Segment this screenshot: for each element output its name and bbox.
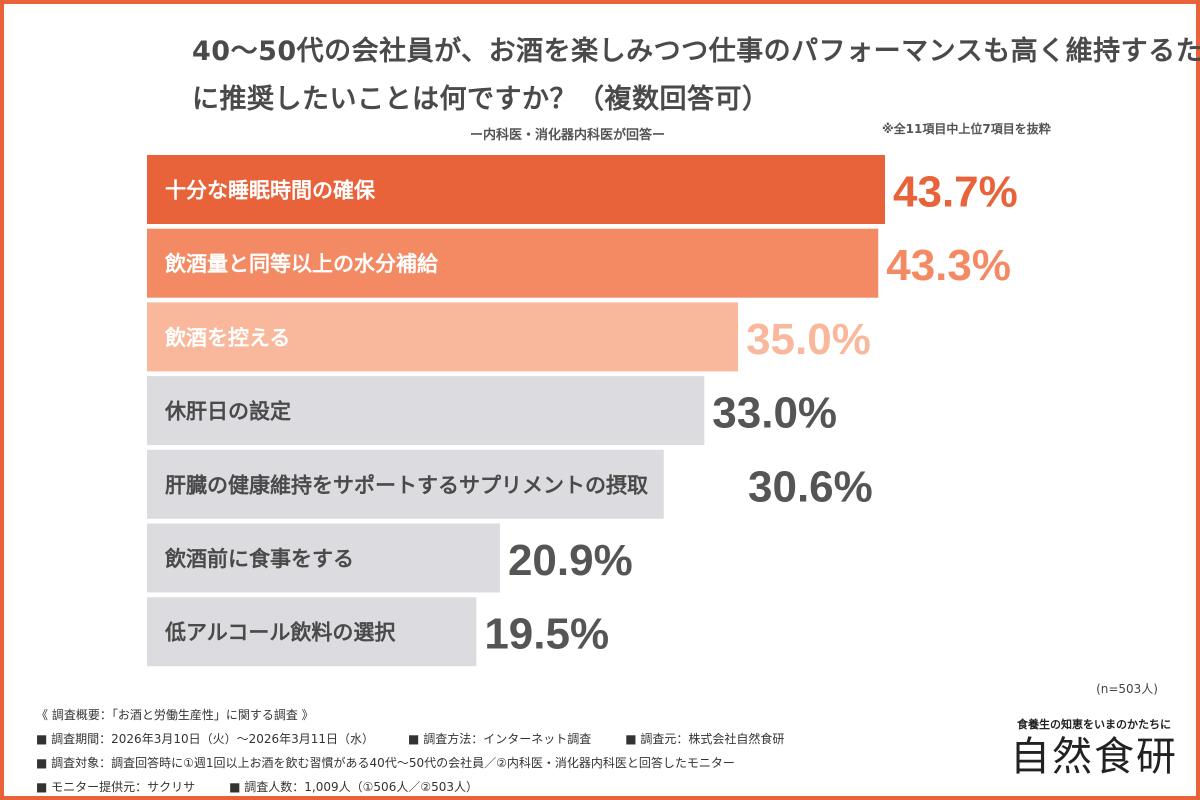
bar (147, 155, 885, 224)
logo-tagline: 食養生の知恵をいまのかたちに (1017, 718, 1171, 731)
value-label: 20.9% (508, 536, 633, 585)
survey-provider: ■ モニター提供元：サクリサ (36, 780, 196, 794)
survey-target: ■ 調査対象：調査回答時に①週1回以上お酒を飲む習慣がある40代〜50代の会社員… (36, 756, 735, 770)
value-label: 19.5% (484, 610, 609, 659)
survey-source: ■ 調査元：株式会社自然食研 (625, 732, 785, 746)
sample-size: (n=503人) (1096, 682, 1158, 696)
value-label: 30.6% (748, 462, 873, 511)
bar (147, 302, 739, 372)
chart-subtitle: ー内科医・消化器内科医が回答ー (470, 128, 666, 143)
category-label: 休肝日の設定 (164, 400, 291, 424)
value-label: 43.3% (886, 241, 1011, 290)
bar (147, 597, 477, 667)
category-label: 十分な睡眠時間の確保 (165, 179, 376, 203)
category-label: 飲酒量と同等以上の水分補給 (164, 252, 439, 276)
bar (147, 228, 879, 298)
bar (147, 449, 664, 519)
chart-note: ※全11項目中上位7項目を抜粋 (882, 122, 1051, 136)
value-label: 43.7% (893, 168, 1018, 217)
category-label: 低アルコール飲料の選択 (164, 621, 396, 645)
bar-chart: 十分な睡眠時間の確保 43.7% 飲酒量と同等以上の水分補給 43.3% 飲酒を控える 3… (147, 155, 1018, 667)
bar (147, 376, 705, 446)
survey-period: ■ 調査期間：2026年3月10日（火）〜2026年3月11日（水） (36, 732, 375, 746)
chart-title: 40〜50代の会社員が、お酒を楽しみつつ仕事のパフォーマンスも高く維持するために… (192, 36, 1200, 115)
category-label: 飲酒前に食事をする (164, 547, 354, 571)
logo-name: 自然食研 (1010, 734, 1178, 780)
category-label: 飲酒を控える (164, 326, 290, 350)
value-label: 35.0% (746, 315, 871, 364)
category-label: 肝臓の健康維持をサポートするサプリメントの摂取 (165, 473, 648, 497)
survey-method: ■ 調査方法：インターネット調査 (408, 732, 592, 746)
survey-count: ■ 調査人数：1,009人（①506人／②503人） (229, 780, 478, 794)
bar (147, 523, 500, 593)
value-label: 33.0% (712, 389, 837, 438)
brand-logo: 食養生の知恵をいまのかたちに 自然食研 (1010, 716, 1178, 782)
survey-summary: 《 調査概要：「お酒と労働生産性」に関する調査 》 ■ 調査期間：2026年3月… (36, 703, 818, 799)
survey-heading: 《 調査概要：「お酒と労働生産性」に関する調査 》 (36, 708, 314, 722)
